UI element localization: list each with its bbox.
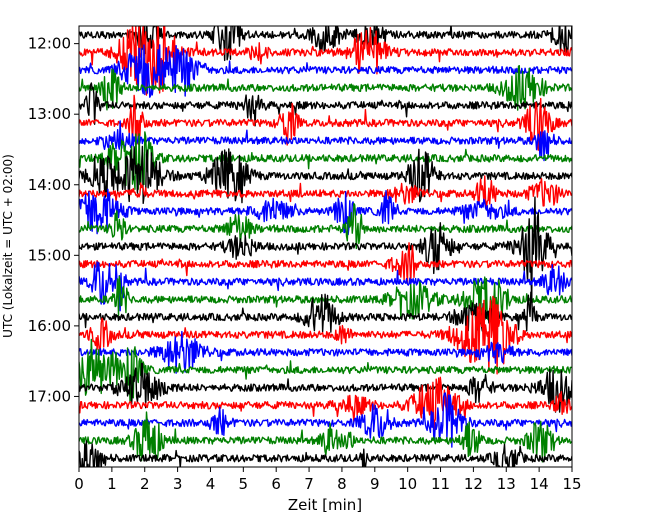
seismic-trace-line (79, 242, 572, 285)
y-tick-label: 12:00 (28, 35, 71, 53)
seismic-trace-line (79, 392, 572, 448)
x-tick-label: 10 (398, 475, 417, 493)
seismic-trace-line (79, 64, 572, 111)
seismic-trace-line (79, 26, 572, 62)
x-tick-label: 3 (173, 475, 183, 493)
x-tick-label: 13 (497, 475, 516, 493)
x-tick-label: 2 (140, 475, 150, 493)
y-axis-ticks: 12:00 13:00 14:00 15:00 16:00 17:00 (28, 35, 79, 405)
x-tick-label: 9 (370, 475, 380, 493)
seismic-traces (79, 26, 572, 467)
x-axis-ticks: 0 1 2 3 4 5 6 7 8 9 10 11 12 13 14 15 (74, 467, 582, 493)
seismic-trace-line (79, 295, 572, 375)
seismic-trace-line (79, 202, 572, 250)
x-tick-label: 11 (431, 475, 450, 493)
x-tick-label: 14 (530, 475, 549, 493)
seismic-trace-line (79, 261, 572, 312)
x-tick-label: 5 (239, 475, 249, 493)
x-tick-label: 1 (107, 475, 117, 493)
seismic-trace-line (79, 145, 572, 205)
seismic-trace-line (79, 440, 572, 467)
plot-frame (78, 25, 573, 468)
y-axis-label: UTC (Lokalzeit = UTC + 02:00) (1, 154, 15, 338)
seismic-trace-line (79, 94, 572, 153)
seismic-trace-line (79, 82, 572, 127)
y-tick-label: 14:00 (28, 176, 71, 194)
x-tick-label: 7 (304, 475, 314, 493)
x-tick-label: 12 (464, 475, 483, 493)
x-tick-label: 15 (562, 475, 581, 493)
x-tick-label: 8 (337, 475, 347, 493)
seismic-trace-line (79, 44, 572, 98)
seismic-trace-line (79, 338, 572, 403)
y-tick-label: 15:00 (28, 246, 71, 264)
y-tick-label: 16:00 (28, 317, 71, 335)
seismic-trace-line (79, 196, 572, 303)
y-tick-label: 17:00 (28, 387, 71, 405)
y-tick-label: 13:00 (28, 105, 71, 123)
seismic-trace-line (79, 411, 572, 463)
seismic-trace-line (79, 120, 572, 162)
seismic-trace-line (79, 330, 572, 374)
x-tick-label: 4 (206, 475, 216, 493)
seismic-trace-line (79, 188, 572, 236)
seismic-trace-line (79, 362, 572, 413)
seismic-trace-line (79, 175, 572, 210)
seismic-trace-line (79, 26, 572, 96)
x-tick-label: 6 (271, 475, 281, 493)
x-axis-label: Zeit [min] (288, 496, 362, 514)
x-tick-label: 0 (74, 475, 84, 493)
seismic-trace-line (79, 131, 572, 191)
seismic-trace-line (79, 376, 572, 433)
